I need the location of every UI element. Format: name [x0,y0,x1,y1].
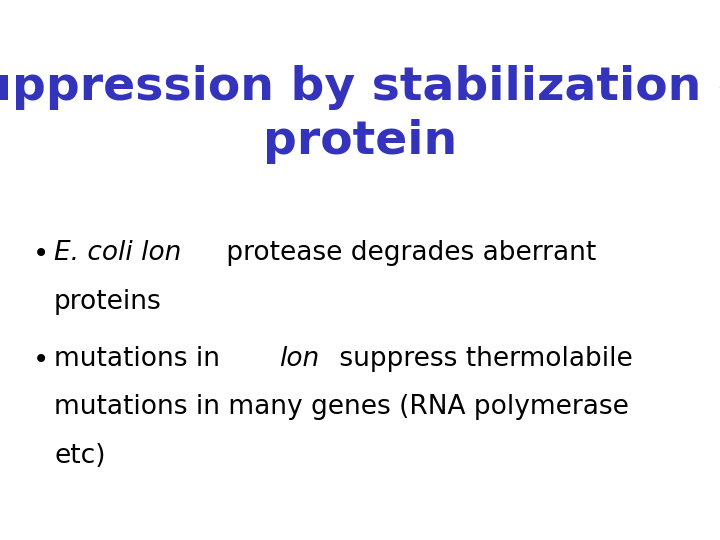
Text: E. coli lon: E. coli lon [54,240,181,266]
Text: suppress thermolabile: suppress thermolabile [331,346,633,372]
Text: suppression by stabilization of
protein: suppression by stabilization of protein [0,65,720,164]
Text: mutations in: mutations in [54,346,228,372]
Text: etc): etc) [54,443,106,469]
Text: •: • [32,240,49,268]
Text: mutations in many genes (RNA polymerase: mutations in many genes (RNA polymerase [54,394,629,420]
Text: lon: lon [279,346,319,372]
Text: protease degrades aberrant: protease degrades aberrant [218,240,597,266]
Text: proteins: proteins [54,289,162,315]
Text: •: • [32,346,49,374]
